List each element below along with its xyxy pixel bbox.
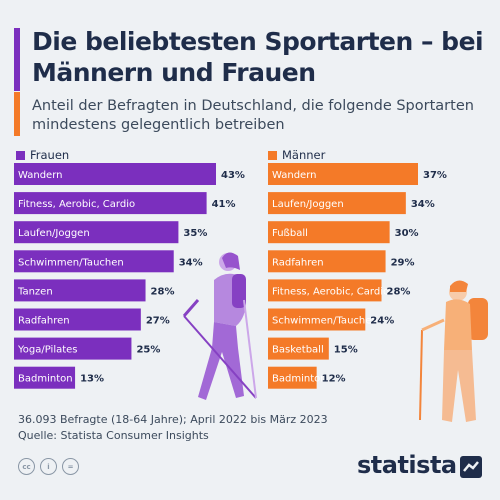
footer-source: Quelle: Statista Consumer Insights bbox=[18, 429, 209, 442]
category-label-women-5: Radfahren bbox=[18, 316, 70, 327]
category-label-women-7: Badminton bbox=[18, 374, 73, 385]
value-label-women-7: 13% bbox=[80, 374, 104, 385]
bar-panel-men: Wandern 37% Laufen/Joggen 34% Fußball 30% Radf… bbox=[268, 163, 447, 389]
legend-men: Männer bbox=[268, 148, 325, 162]
legend-swatch-women bbox=[16, 150, 25, 160]
category-label-women-6: Yoga/Pilates bbox=[17, 345, 78, 356]
bar-women-5 bbox=[14, 308, 141, 331]
category-label-women-2: Laufen/Joggen bbox=[18, 228, 90, 239]
value-label-women-2: 35% bbox=[183, 228, 207, 239]
footer-note: 36.093 Befragte (18-64 Jahre); April 202… bbox=[18, 413, 328, 426]
value-label-men-2: 30% bbox=[395, 228, 419, 239]
male-hiker-illustration bbox=[419, 280, 488, 422]
category-label-women-4: Tanzen bbox=[17, 286, 53, 297]
category-label-men-4: Fitness, Aerobic, Cardio bbox=[272, 286, 389, 297]
bar-men-6 bbox=[268, 337, 329, 360]
female-hiker-illustration bbox=[182, 252, 257, 400]
value-label-men-7: 12% bbox=[322, 374, 346, 385]
value-label-men-0: 37% bbox=[423, 170, 447, 181]
category-label-men-1: Laufen/Joggen bbox=[272, 199, 344, 210]
bar-men-2 bbox=[268, 221, 390, 244]
value-label-men-5: 24% bbox=[370, 316, 394, 327]
value-label-women-4: 28% bbox=[151, 286, 175, 297]
chart-subtitle: Anteil der Befragten in Deutschland, die… bbox=[32, 98, 474, 133]
legend-swatch-men bbox=[268, 150, 277, 160]
statista-logo-icon bbox=[460, 456, 482, 478]
bar-women-3 bbox=[14, 250, 174, 273]
bar-men-4 bbox=[268, 279, 382, 302]
no-derivatives-icon[interactable]: = bbox=[62, 458, 79, 475]
category-label-men-2: Fußball bbox=[272, 228, 308, 239]
value-label-men-1: 34% bbox=[411, 199, 435, 210]
category-label-men-7: Badminton bbox=[272, 374, 327, 385]
value-label-women-0: 43% bbox=[221, 170, 245, 181]
value-label-men-4: 28% bbox=[387, 286, 411, 297]
value-label-women-5: 27% bbox=[146, 316, 170, 327]
attribution-icon[interactable]: i bbox=[40, 458, 57, 475]
category-label-men-0: Wandern bbox=[272, 170, 317, 181]
bar-women-1 bbox=[14, 192, 207, 215]
cc-license-icon[interactable]: cc bbox=[18, 458, 35, 475]
bar-women-6 bbox=[14, 337, 132, 360]
category-label-men-5: Schwimmen/Tauchen bbox=[272, 316, 378, 327]
category-label-men-3: Radfahren bbox=[272, 257, 324, 268]
bar-women-0 bbox=[14, 163, 216, 185]
category-label-women-3: Schwimmen/Tauchen bbox=[18, 257, 124, 268]
legend-label-women: Frauen bbox=[30, 148, 70, 162]
subtitle-accent-bar bbox=[14, 92, 20, 136]
value-label-men-3: 29% bbox=[391, 257, 415, 268]
legend-label-men: Männer bbox=[282, 148, 326, 162]
category-label-men-6: Basketball bbox=[272, 345, 324, 356]
title-accent-bar bbox=[14, 28, 20, 91]
category-label-women-0: Wandern bbox=[18, 170, 63, 181]
legend-women: Frauen bbox=[16, 148, 69, 162]
bar-men-5 bbox=[268, 308, 366, 331]
bar-men-3 bbox=[268, 250, 386, 273]
bar-men-1 bbox=[268, 192, 406, 215]
category-label-women-1: Fitness, Aerobic, Cardio bbox=[18, 199, 135, 210]
bar-women-7 bbox=[14, 366, 76, 389]
bar-women-2 bbox=[14, 221, 179, 244]
value-label-women-3: 34% bbox=[179, 257, 203, 268]
value-label-women-1: 41% bbox=[212, 199, 236, 210]
bar-men-7 bbox=[268, 366, 317, 389]
chart-title: Die beliebtesten Sportarten – bei Männer… bbox=[32, 27, 484, 87]
bar-panel-women: Wandern 43% Fitness, Aerobic, Cardio 41% Lau… bbox=[14, 163, 245, 389]
statista-logo[interactable]: statista bbox=[357, 451, 457, 479]
value-label-men-6: 15% bbox=[334, 345, 358, 356]
value-label-women-6: 25% bbox=[136, 345, 160, 356]
bar-women-4 bbox=[14, 279, 146, 302]
bar-men-0 bbox=[268, 163, 418, 185]
